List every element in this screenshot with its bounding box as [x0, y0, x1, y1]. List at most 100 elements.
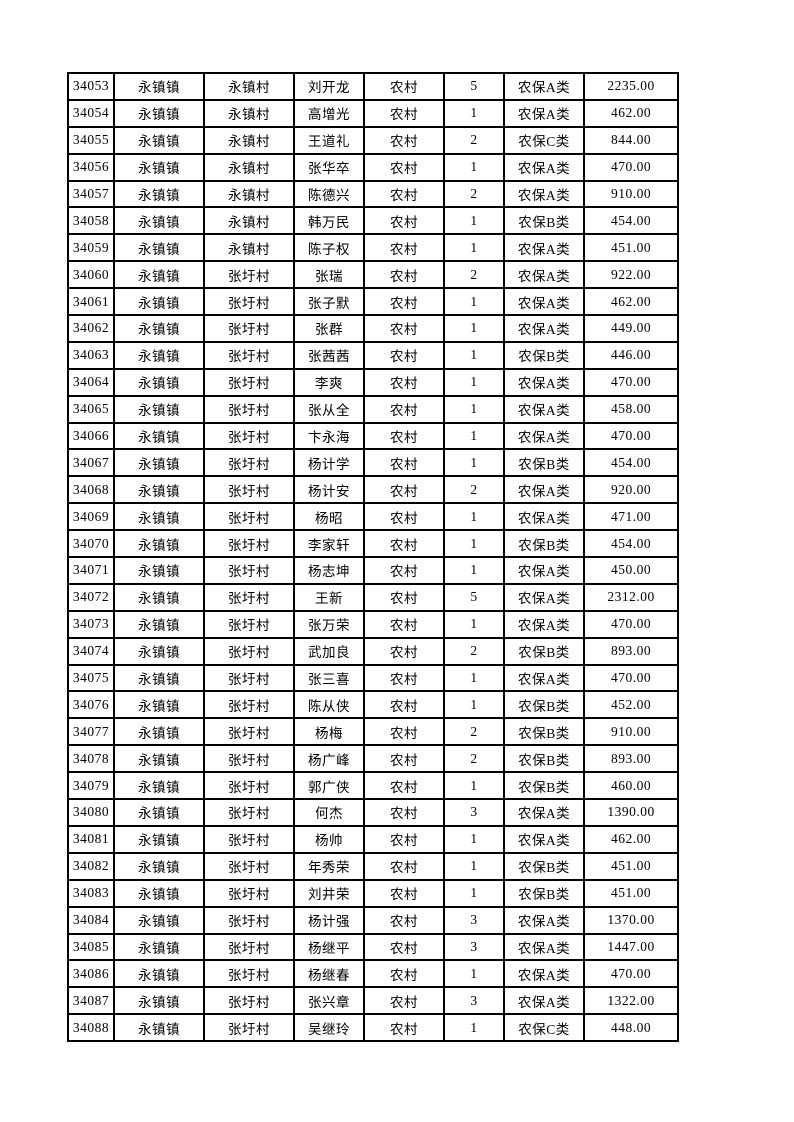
table-row: 34056 永镇镇 永镇村 张华卒 农村 1 农保A类 470.00	[67, 152, 679, 182]
cell-village: 张圩村	[203, 502, 295, 532]
cell-village: 张圩村	[203, 824, 295, 854]
cell-village: 永镇村	[203, 125, 295, 155]
cell-town: 永镇镇	[113, 206, 205, 236]
cell-count: 1	[443, 663, 505, 693]
cell-town: 永镇镇	[113, 663, 205, 693]
cell-category: 农村	[363, 448, 445, 478]
cell-name: 年秀荣	[293, 851, 365, 881]
table-row: 34055 永镇镇 永镇村 王道礼 农村 2 农保C类 844.00	[67, 125, 679, 155]
cell-insurance_type: 农保B类	[503, 448, 585, 478]
cell-id: 34077	[67, 717, 115, 747]
cell-insurance_type: 农保B类	[503, 206, 585, 236]
cell-village: 张圩村	[203, 260, 295, 290]
cell-village: 张圩村	[203, 556, 295, 585]
cell-village: 张圩村	[203, 609, 295, 639]
table-row: 34083 永镇镇 张圩村 刘井荣 农村 1 农保B类 451.00	[67, 878, 679, 908]
cell-town: 永镇镇	[113, 690, 205, 720]
cell-id: 34084	[67, 905, 115, 935]
cell-id: 34067	[67, 448, 115, 478]
cell-category: 农村	[363, 932, 445, 962]
cell-amount: 458.00	[583, 394, 679, 424]
cell-town: 永镇镇	[113, 1013, 205, 1043]
cell-town: 永镇镇	[113, 367, 205, 397]
cell-insurance_type: 农保A类	[503, 367, 585, 397]
table-row: 34058 永镇镇 永镇村 韩万民 农村 1 农保B类 454.00	[67, 206, 679, 236]
cell-id: 34085	[67, 932, 115, 962]
cell-name: 张华卒	[293, 152, 365, 182]
cell-village: 张圩村	[203, 771, 295, 801]
cell-id: 34056	[67, 152, 115, 182]
cell-name: 陈从侠	[293, 690, 365, 720]
cell-insurance_type: 农保B类	[503, 744, 585, 774]
cell-category: 农村	[363, 636, 445, 666]
cell-name: 张群	[293, 314, 365, 343]
table-row: 34072 永镇镇 张圩村 王新 农村 5 农保A类 2312.00	[67, 582, 679, 612]
cell-village: 永镇村	[203, 152, 295, 182]
cell-town: 永镇镇	[113, 529, 205, 559]
cell-village: 张圩村	[203, 394, 295, 424]
cell-insurance_type: 农保B类	[503, 771, 585, 801]
cell-village: 张圩村	[203, 421, 295, 451]
cell-id: 34065	[67, 394, 115, 424]
table-row: 34074 永镇镇 张圩村 武加良 农村 2 农保B类 893.00	[67, 636, 679, 666]
cell-town: 永镇镇	[113, 905, 205, 935]
cell-town: 永镇镇	[113, 233, 205, 263]
cell-town: 永镇镇	[113, 932, 205, 962]
cell-insurance_type: 农保B类	[503, 690, 585, 720]
cell-name: 李爽	[293, 367, 365, 397]
cell-town: 永镇镇	[113, 448, 205, 478]
cell-town: 永镇镇	[113, 287, 205, 317]
cell-category: 农村	[363, 878, 445, 908]
cell-category: 农村	[363, 798, 445, 827]
cell-category: 农村	[363, 421, 445, 451]
cell-category: 农村	[363, 206, 445, 236]
cell-insurance_type: 农保A类	[503, 287, 585, 317]
cell-insurance_type: 农保C类	[503, 125, 585, 155]
cell-amount: 462.00	[583, 824, 679, 854]
table-row: 34059 永镇镇 永镇村 陈子权 农村 1 农保A类 451.00	[67, 233, 679, 263]
table-row: 34082 永镇镇 张圩村 年秀荣 农村 1 农保B类 451.00	[67, 851, 679, 881]
cell-village: 张圩村	[203, 448, 295, 478]
table-row: 34088 永镇镇 张圩村 吴继玲 农村 1 农保C类 448.00	[67, 1013, 679, 1043]
cell-count: 1	[443, 1013, 505, 1043]
cell-id: 34059	[67, 233, 115, 263]
table-body: 34053 永镇镇 永镇村 刘开龙 农村 5 农保A类 2235.00 34054 永镇镇 永镇村高…	[67, 72, 679, 1043]
cell-amount: 449.00	[583, 314, 679, 343]
cell-amount: 454.00	[583, 529, 679, 559]
table-row: 34063 永镇镇 张圩村 张茜茜 农村 1 农保B类 446.00	[67, 340, 679, 370]
cell-name: 杨计强	[293, 905, 365, 935]
cell-amount: 451.00	[583, 878, 679, 908]
cell-amount: 910.00	[583, 717, 679, 747]
cell-village: 永镇村	[203, 98, 295, 128]
cell-id: 34079	[67, 771, 115, 801]
cell-id: 34070	[67, 529, 115, 559]
cell-amount: 2235.00	[583, 72, 679, 101]
table-row: 34062 永镇镇 张圩村 张群 农村 1 农保A类 449.00	[67, 314, 679, 343]
table-sheet: 34053 永镇镇 永镇村 刘开龙 农村 5 农保A类 2235.00 34054 永镇镇 永镇村高…	[67, 72, 679, 1043]
cell-count: 1	[443, 233, 505, 263]
cell-category: 农村	[363, 824, 445, 854]
table-row: 34071 永镇镇 张圩村 杨志坤 农村 1 农保A类 450.00	[67, 556, 679, 585]
cell-village: 永镇村	[203, 206, 295, 236]
cell-town: 永镇镇	[113, 340, 205, 370]
cell-town: 永镇镇	[113, 582, 205, 612]
cell-category: 农村	[363, 959, 445, 989]
cell-category: 农村	[363, 690, 445, 720]
cell-name: 张从全	[293, 394, 365, 424]
cell-count: 1	[443, 502, 505, 532]
cell-name: 杨计学	[293, 448, 365, 478]
cell-name: 杨帅	[293, 824, 365, 854]
table-row: 34076 永镇镇 张圩村 陈从侠 农村 1 农保B类 452.00	[67, 690, 679, 720]
cell-insurance_type: 农保A类	[503, 233, 585, 263]
cell-count: 2	[443, 179, 505, 209]
cell-count: 3	[443, 798, 505, 827]
table-row: 34080 永镇镇 张圩村 何杰 农村 3 农保A类 1390.00	[67, 798, 679, 827]
cell-name: 张万荣	[293, 609, 365, 639]
cell-town: 永镇镇	[113, 717, 205, 747]
cell-village: 张圩村	[203, 636, 295, 666]
table-row: 34079 永镇镇 张圩村 郭广侠 农村 1 农保B类 460.00	[67, 771, 679, 801]
cell-count: 2	[443, 475, 505, 505]
table-row: 34061 永镇镇 张圩村 张子默 农村 1 农保A类 462.00	[67, 287, 679, 317]
cell-village: 张圩村	[203, 1013, 295, 1043]
